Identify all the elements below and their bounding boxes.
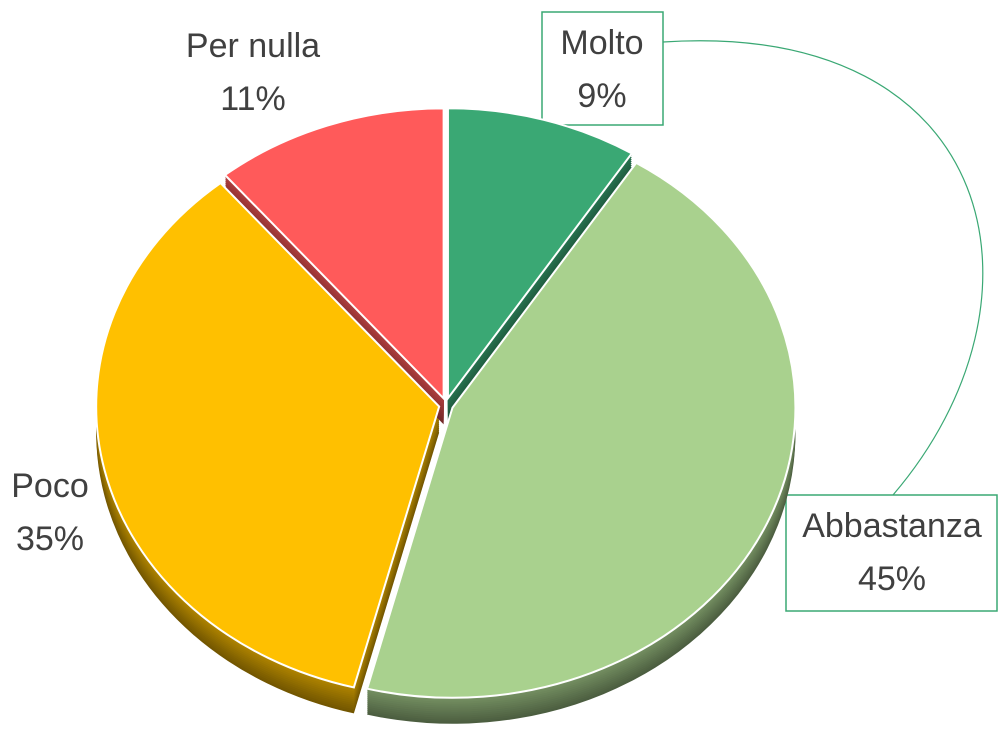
value-label: 45% bbox=[858, 560, 926, 598]
value-label: 11% bbox=[220, 80, 286, 118]
category-label: Per nulla bbox=[186, 27, 320, 65]
category-label: Molto bbox=[560, 24, 643, 62]
value-label: 35% bbox=[16, 520, 84, 558]
slice bbox=[95, 181, 441, 689]
category-label: Abbastanza bbox=[802, 507, 982, 545]
leader-line bbox=[662, 40, 984, 496]
pie bbox=[95, 107, 797, 724]
slice bbox=[223, 107, 445, 401]
slice bbox=[446, 107, 634, 402]
category-label: Poco bbox=[11, 467, 89, 505]
label-box bbox=[785, 494, 998, 612]
value-label: 9% bbox=[577, 77, 626, 115]
label-box bbox=[541, 11, 664, 126]
slice bbox=[365, 161, 797, 699]
labels: Molto 9% Abbastanza 45% Poco 35% Per nulla 11% bbox=[11, 24, 982, 598]
